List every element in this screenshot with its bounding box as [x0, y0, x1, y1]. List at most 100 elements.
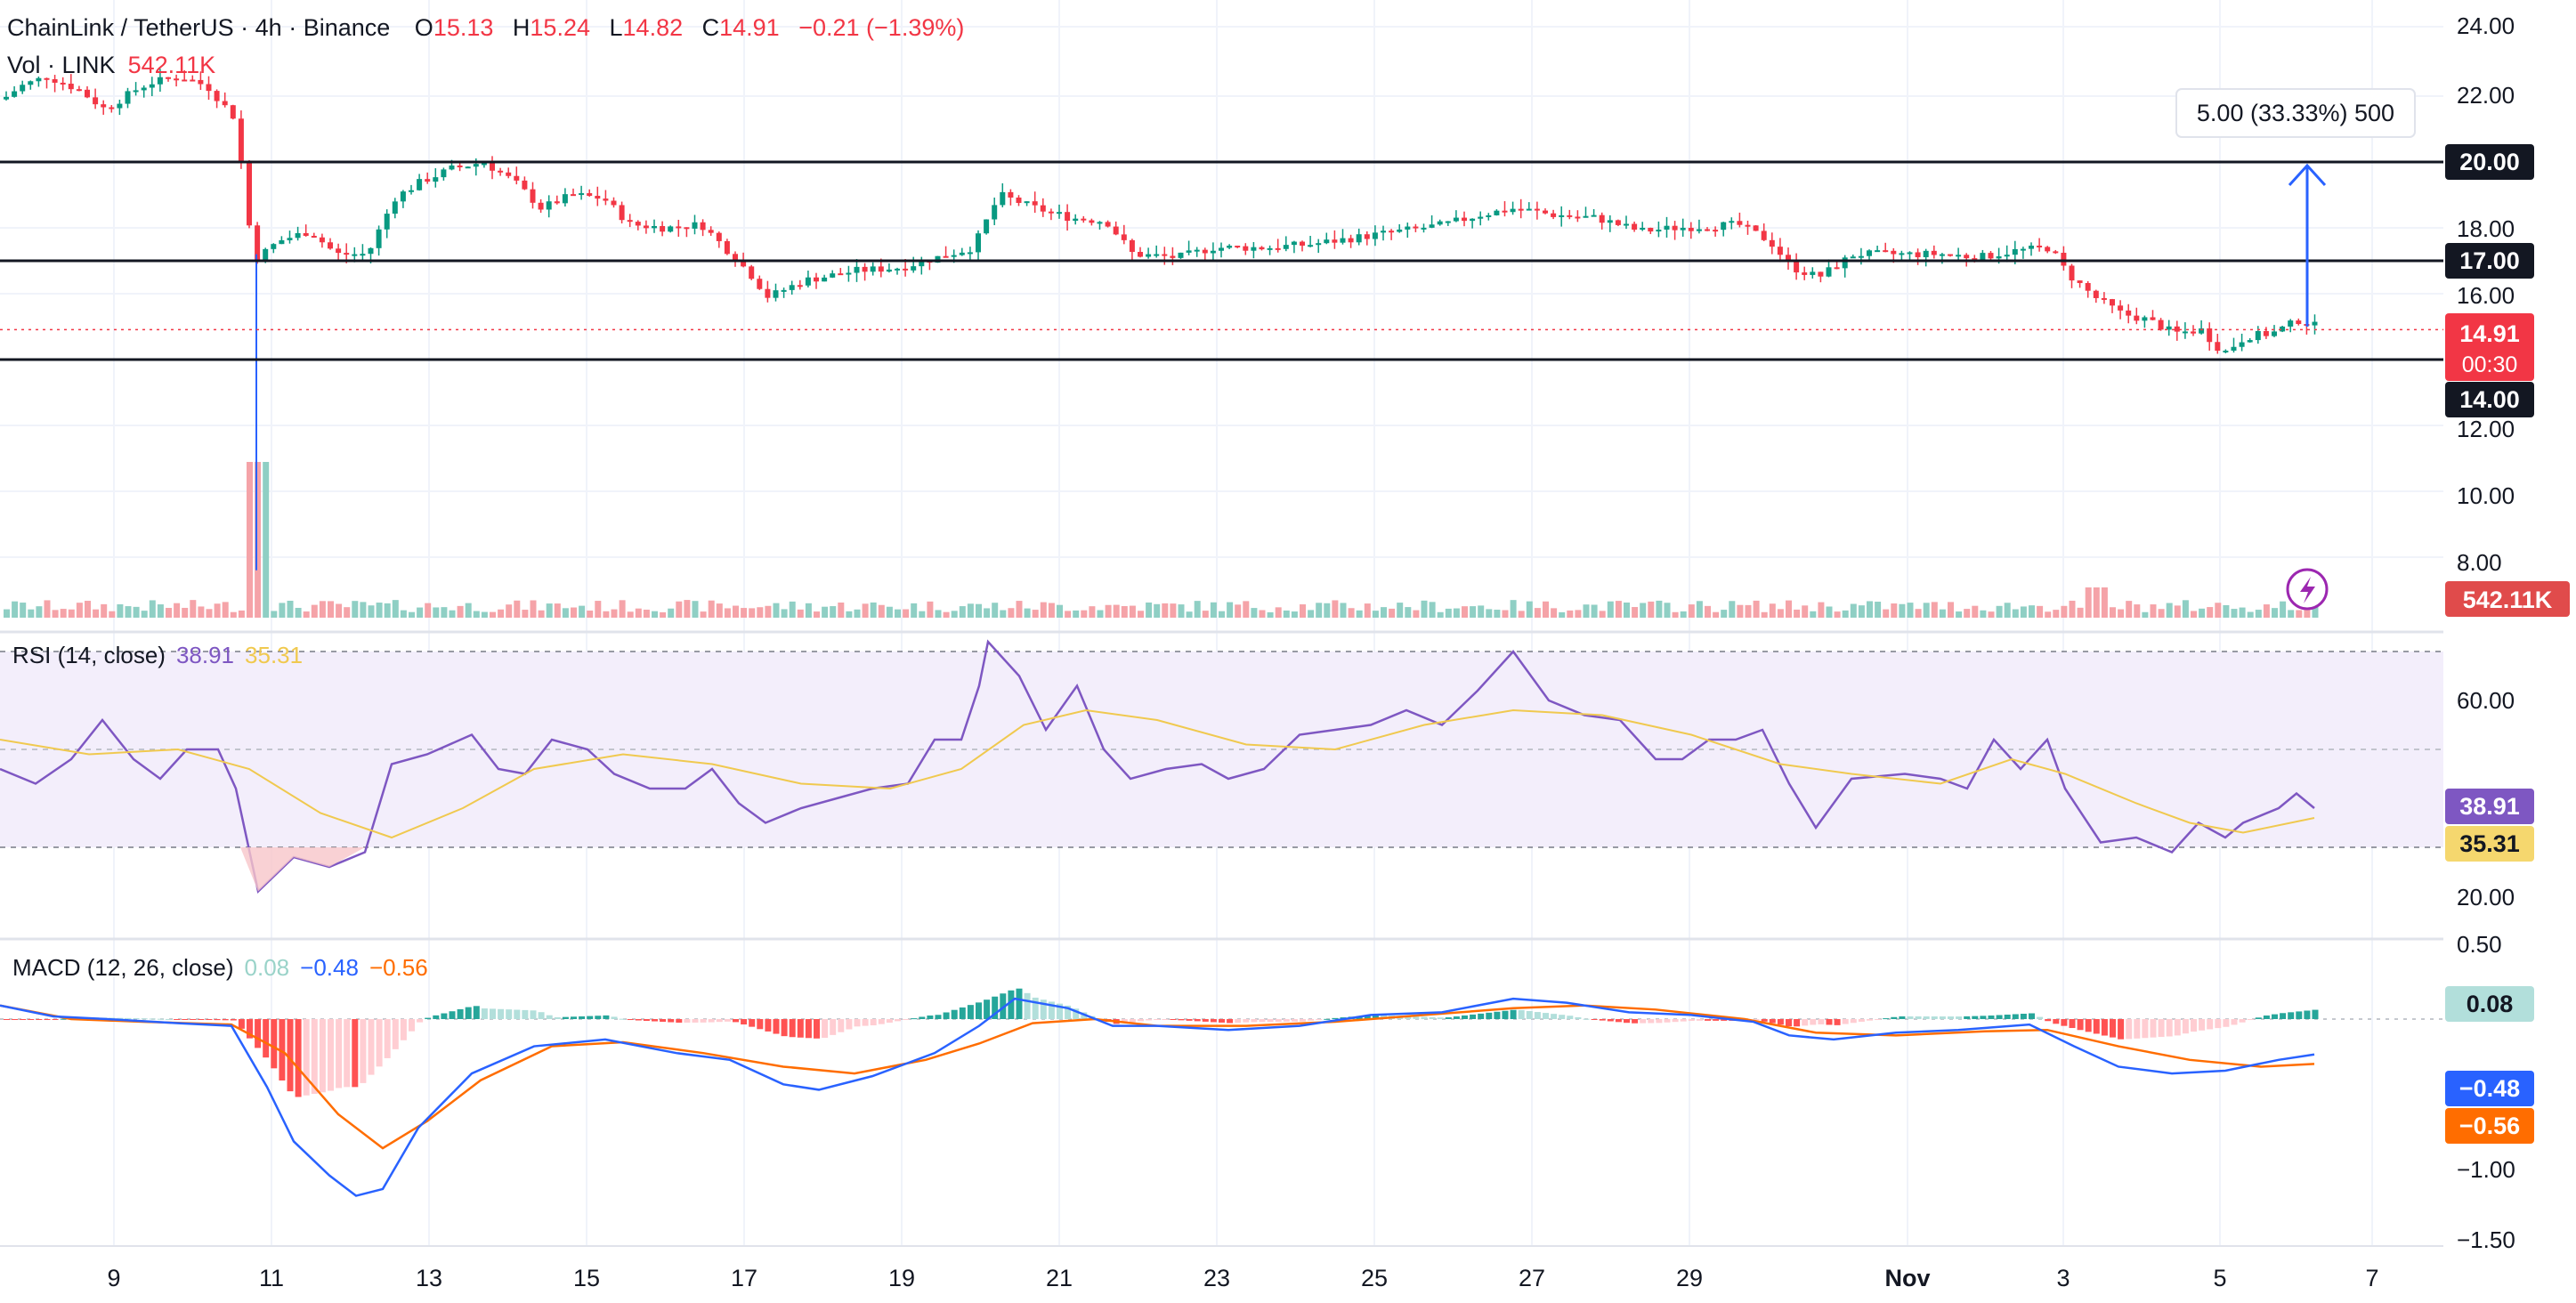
macd-histogram-bar: [2069, 1019, 2076, 1029]
candle-body: [1858, 255, 1864, 258]
price-range-measure[interactable]: 5.00 (33.33%) 500: [2175, 88, 2416, 327]
candle-body: [643, 225, 649, 229]
macd-histogram-bar: [716, 1019, 723, 1023]
lightning-icon[interactable]: [2286, 568, 2329, 611]
volume-bar: [554, 603, 561, 618]
volume-bar: [1664, 603, 1671, 618]
macd-histogram-bar: [214, 1019, 221, 1021]
macd-histogram-bar: [1875, 1019, 1882, 1020]
volume-bar: [2263, 604, 2270, 618]
volume-bar: [822, 606, 829, 618]
volume-bar: [1178, 604, 1185, 618]
level-tag-20[interactable]: 20.00: [2445, 144, 2534, 180]
candle-body: [2077, 280, 2083, 284]
macd-hist-tag[interactable]: 0.08: [2445, 986, 2534, 1022]
macd-histogram-bar: [360, 1019, 367, 1083]
volume-bar: [797, 609, 804, 618]
time-tick: 5: [2213, 1265, 2226, 1291]
candle-body: [2280, 326, 2286, 332]
macd-axis[interactable]: 0.50 −1.00 −1.50: [2457, 931, 2515, 1253]
candle-body: [1389, 231, 1395, 233]
volume-bar: [1875, 602, 1882, 618]
volume-bar: [724, 608, 731, 618]
macd-histogram-bar: [263, 1019, 270, 1058]
candle-body: [1113, 226, 1119, 235]
macd-histogram-bar: [943, 1012, 950, 1019]
candle-body: [1413, 226, 1419, 229]
candle-body: [28, 81, 34, 85]
volume-tag[interactable]: 542.11K: [2445, 581, 2570, 617]
level-tag-17[interactable]: 17.00: [2445, 243, 2534, 279]
volume-bar: [1308, 610, 1315, 618]
candle-body: [141, 87, 147, 91]
rsi-axis[interactable]: 60.00 20.00: [2457, 687, 2515, 910]
candle-body: [2004, 255, 2010, 257]
macd-tick: −1.00: [2457, 1156, 2515, 1183]
macd-histogram-bar: [854, 1019, 861, 1027]
macd-histogram-bar: [2126, 1019, 2133, 1040]
volume-bar: [2199, 608, 2206, 618]
horizontal-levels[interactable]: [0, 160, 2443, 361]
time-axis[interactable]: 9 11 13 15 17 19 21 23 25 27 29 Nov 3 5 7: [107, 1265, 2378, 1291]
rsi-legend[interactable]: RSI (14, close) 38.91 35.31: [12, 642, 303, 668]
volume-legend[interactable]: Vol · LINK 542.11K: [7, 52, 215, 78]
candle-body: [2053, 251, 2059, 254]
level-tag-14[interactable]: 14.00: [2445, 382, 2534, 417]
macd-histogram-bar: [814, 1019, 820, 1039]
macd-histogram-bar: [1170, 1019, 1177, 1020]
volume-bar: [271, 611, 278, 618]
macd-histogram-bar: [935, 1015, 942, 1019]
candle-body: [1332, 239, 1338, 243]
macd-histogram-bar: [1008, 990, 1015, 1019]
last-price-tag[interactable]: 14.91 00:30: [2445, 313, 2534, 381]
rsi-ma-tag[interactable]: 35.31: [2445, 826, 2534, 862]
macd-tick: 0.50: [2457, 931, 2502, 958]
candle-body: [546, 201, 552, 210]
candle-body: [571, 194, 576, 197]
macd-histogram-bar: [587, 1016, 594, 1019]
macd-signal-tag[interactable]: −0.56: [2445, 1108, 2534, 1144]
rsi-value-tag[interactable]: 38.91: [2445, 789, 2534, 824]
volume-bar: [1640, 603, 1647, 618]
volume-bar: [2166, 603, 2173, 618]
candle-body: [1510, 208, 1516, 213]
volume-bar: [247, 462, 253, 618]
macd-histogram-bar: [2142, 1019, 2149, 1039]
candle-body: [85, 89, 90, 98]
volume-bar: [781, 609, 788, 618]
candle-body: [1000, 191, 1006, 206]
candle-body: [263, 248, 269, 262]
macd-histogram-bar: [2247, 1019, 2254, 1021]
candle-body: [1340, 238, 1346, 243]
macd-legend[interactable]: MACD (12, 26, close) 0.08 −0.48 −0.56: [12, 954, 428, 981]
macd-histogram-bar: [319, 1019, 326, 1093]
volume-bar: [109, 611, 116, 618]
macd-histogram-bar: [1648, 1019, 1655, 1024]
macd-line-tag[interactable]: −0.48: [2445, 1071, 2534, 1106]
volume-bar: [757, 607, 764, 618]
candle-body: [1008, 191, 1014, 198]
volume-bar: [530, 600, 537, 618]
candle-body: [125, 91, 131, 104]
candle-body: [1259, 247, 1265, 250]
macd-histogram-bar: [773, 1019, 780, 1034]
macd-histogram-bar: [133, 1018, 140, 1020]
macd-histogram-bar: [676, 1019, 683, 1024]
price-axis[interactable]: 24.00 22.00 18.00 16.00 12.00 10.00 8.00: [2457, 12, 2515, 576]
macd-histogram-bar: [1696, 1019, 1703, 1021]
candle-body: [392, 201, 398, 214]
candle-body: [1721, 222, 1727, 231]
candle-body: [303, 232, 309, 236]
candle-body: [2199, 328, 2205, 334]
symbol-title[interactable]: ChainLink / TetherUS · 4h · Binance O15.…: [7, 14, 964, 41]
candle-body: [174, 78, 180, 81]
candle-body: [1607, 220, 1613, 223]
macd-histogram-bar: [1850, 1019, 1857, 1024]
macd-histogram-bar: [967, 1005, 974, 1019]
candle-body: [287, 238, 293, 240]
rsi-pane: [0, 639, 2443, 894]
volume-bar: [1356, 610, 1363, 618]
volume-bar: [85, 601, 91, 618]
candle-body: [1729, 221, 1735, 223]
